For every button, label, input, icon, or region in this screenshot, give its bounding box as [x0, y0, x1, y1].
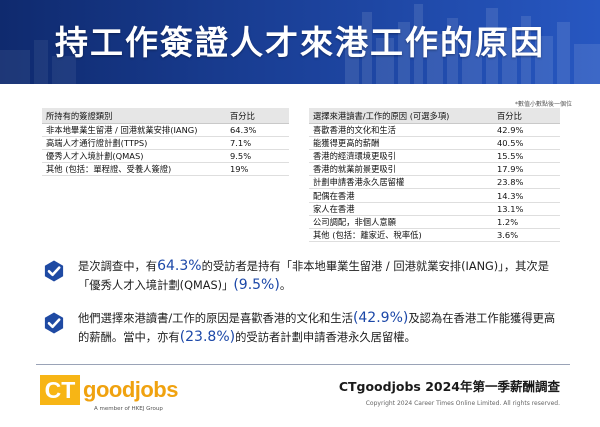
row-label: 香港的就業前景更吸引: [309, 162, 493, 177]
row-value: 15.5%: [493, 149, 560, 164]
row-value: 9.5%: [226, 149, 289, 164]
table-row: 家人在香港 13.1%: [309, 202, 560, 216]
table-row: 高端人才通行證計劃(TTPS) 7.1%: [42, 136, 289, 151]
row-value: 40.5%: [493, 136, 560, 151]
row-value: 19%: [226, 162, 289, 177]
finding-item: 是次調查中，有64.3%的受訪者是持有「非本地畢業生留港 / 回港就業安排(IA…: [42, 257, 562, 297]
highlight-percent: (42.9%): [352, 310, 409, 326]
table-row: 能獲得更高的薪酬 40.5%: [309, 136, 560, 151]
survey-title: CTgoodjobs 2024年第一季薪酬調查: [338, 379, 560, 394]
copyright-notice: Copyright 2024 Career Times Online Limit…: [365, 400, 560, 407]
finding-item: 他們選擇來港讀書/工作的原因是喜歡香港的文化和生活(42.9%)及認為在香港工作…: [42, 309, 562, 349]
reasons-table: 選擇來港讀書/工作的原因 (可選多項) 百分比 喜歡香港的文化和生活 42.9%…: [309, 108, 560, 242]
logo-tagline: A member of HKEJ Group: [94, 406, 163, 412]
table-row: 優秀人才入境計劃(QMAS) 9.5%: [42, 149, 289, 164]
row-value: 13.1%: [493, 202, 560, 216]
table-header-row: 選擇來港讀書/工作的原因 (可選多項) 百分比: [309, 108, 560, 124]
row-label: 優秀人才入境計劃(QMAS): [42, 149, 226, 164]
footnote: *數值小數點後一個位: [514, 101, 572, 108]
finding-text-part: 。: [279, 279, 292, 292]
table-row: 其他 (包括：離家近、稅率低) 3.6%: [309, 228, 560, 242]
row-label: 香港的經濟環境更吸引: [309, 149, 493, 164]
row-label: 喜歡香港的文化和生活: [309, 123, 493, 138]
logo-goodjobs: goodjobs: [83, 377, 178, 402]
footer-divider: [36, 364, 570, 365]
row-label: 其他 (包括：單程證、受養人簽證): [42, 162, 226, 177]
visa-type-table: 所持有的簽證類別 百分比 非本地畢業生留港 / 回港就業安排(IANG) 64.…: [42, 108, 289, 177]
row-value: 1.2%: [493, 215, 560, 229]
column-header: 選擇來港讀書/工作的原因 (可選多項): [309, 108, 493, 124]
table-row: 非本地畢業生留港 / 回港就業安排(IANG) 64.3%: [42, 123, 289, 138]
table-row: 公司調配，非個人意願 1.2%: [309, 215, 560, 229]
finding-text-part: 及認為在香港工作能獲得更高的薪酬。當中，亦有: [78, 312, 556, 344]
logo-ct: CT: [40, 375, 80, 405]
highlight-percent: (23.8%): [179, 329, 236, 345]
row-label: 能獲得更高的薪酬: [309, 136, 493, 151]
finding-text: 他們選擇來港讀書/工作的原因是喜歡香港的文化和生活(42.9%)及認為在香港工作…: [78, 309, 558, 347]
row-value: 64.3%: [226, 123, 289, 138]
table-row: 香港的就業前景更吸引 17.9%: [309, 162, 560, 177]
table-row: 喜歡香港的文化和生活 42.9%: [309, 123, 560, 138]
check-badge-icon: [44, 260, 64, 282]
table-header-row: 所持有的簽證類別 百分比: [42, 108, 289, 124]
row-label: 配偶在香港: [309, 188, 493, 203]
finding-text-part: 的受訪者是持有「非本地畢業生留港 / 回港就業安排(IANG)」，其次是「優秀人…: [78, 260, 550, 292]
page-title: 持工作簽證人才來港工作的原因: [55, 23, 545, 62]
column-header: 所持有的簽證類別: [42, 108, 226, 124]
header-banner: 持工作簽證人才來港工作的原因: [0, 0, 600, 84]
column-header: 百分比: [493, 108, 560, 124]
table-row: 香港的經濟環境更吸引 15.5%: [309, 149, 560, 164]
row-value: 23.8%: [493, 175, 560, 190]
column-header: 百分比: [226, 108, 289, 124]
row-value: 14.3%: [493, 188, 560, 203]
row-value: 17.9%: [493, 162, 560, 177]
city-skyline-graphic: [0, 4, 600, 84]
table-row: 其他 (包括：單程證、受養人簽證) 19%: [42, 162, 289, 177]
finding-text: 是次調查中，有64.3%的受訪者是持有「非本地畢業生留港 / 回港就業安排(IA…: [78, 257, 558, 295]
highlight-percent: 64.3%: [157, 258, 202, 274]
row-value: 42.9%: [493, 123, 560, 138]
row-label: 計劃申請香港永久居留權: [309, 175, 493, 190]
row-label: 公司調配，非個人意願: [309, 215, 493, 229]
table-row: 計劃申請香港永久居留權 23.8%: [309, 175, 560, 190]
check-badge-icon: [44, 312, 64, 334]
ctgoodjobs-logo: CT goodjobs A member of HKEJ Group: [40, 375, 178, 415]
row-label: 非本地畢業生留港 / 回港就業安排(IANG): [42, 123, 226, 138]
finding-text-part: 他們選擇來港讀書/工作的原因是喜歡香港的文化和生活: [78, 312, 353, 325]
table-row: 配偶在香港 14.3%: [309, 188, 560, 203]
finding-text-part: 的受訪者計劃申請香港永久居留權。: [235, 331, 416, 344]
row-label: 家人在香港: [309, 202, 493, 216]
row-label: 其他 (包括：離家近、稅率低): [309, 228, 493, 242]
row-label: 高端人才通行證計劃(TTPS): [42, 136, 226, 151]
highlight-percent: (9.5%): [233, 277, 280, 293]
row-value: 3.6%: [493, 228, 560, 242]
row-value: 7.1%: [226, 136, 289, 151]
finding-text-part: 是次調查中，有: [78, 260, 158, 273]
